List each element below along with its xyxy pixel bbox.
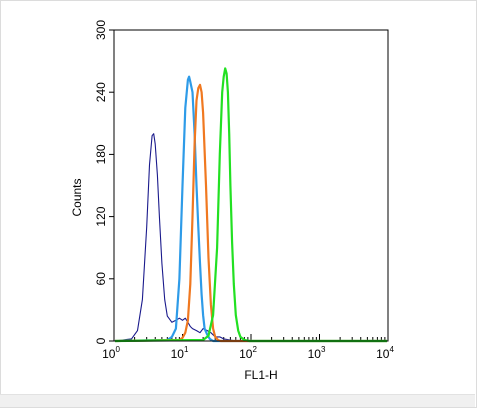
plot-panel: [62, 6, 402, 394]
x-tick-exponent: 4: [389, 345, 394, 354]
x-tick-base: 10: [239, 347, 253, 361]
x-tick-exponent: 0: [115, 345, 120, 354]
series-1-line: [114, 133, 387, 342]
bottom-strip: [0, 394, 475, 407]
y-tick-label: 0: [94, 337, 108, 344]
x-axis-ticks: 100 101 102 103 104: [102, 334, 394, 361]
x-tick-base: 10: [376, 347, 390, 361]
series-4-line: [114, 67, 387, 343]
y-axis-ticks: 0 60 120 180 240 300: [94, 20, 114, 344]
x-axis-label: FL1-H: [244, 368, 277, 382]
x-tick-label: 101: [171, 345, 189, 361]
x-tick-exponent: 1: [184, 345, 189, 354]
x-tick-exponent: 2: [252, 345, 257, 354]
series-2-line: [114, 75, 387, 343]
y-tick-label: 120: [94, 206, 108, 226]
x-tick-label: 102: [239, 345, 257, 361]
y-tick-label: 180: [94, 144, 108, 164]
plot-area-border: [113, 29, 389, 342]
x-tick-label: 104: [376, 345, 394, 361]
x-tick-label: 103: [308, 345, 326, 361]
series-3-line: [114, 83, 387, 343]
y-tick-label: 240: [94, 82, 108, 102]
x-tick-base: 10: [171, 347, 185, 361]
series-layer: [114, 67, 387, 343]
y-tick-label: 60: [94, 272, 108, 286]
x-tick-exponent: 3: [321, 345, 326, 354]
y-axis-label: Counts: [70, 178, 84, 216]
x-tick-base: 10: [308, 347, 322, 361]
x-tick-base: 10: [102, 347, 116, 361]
y-tick-label: 300: [94, 20, 108, 40]
x-tick-label: 100: [102, 345, 120, 361]
